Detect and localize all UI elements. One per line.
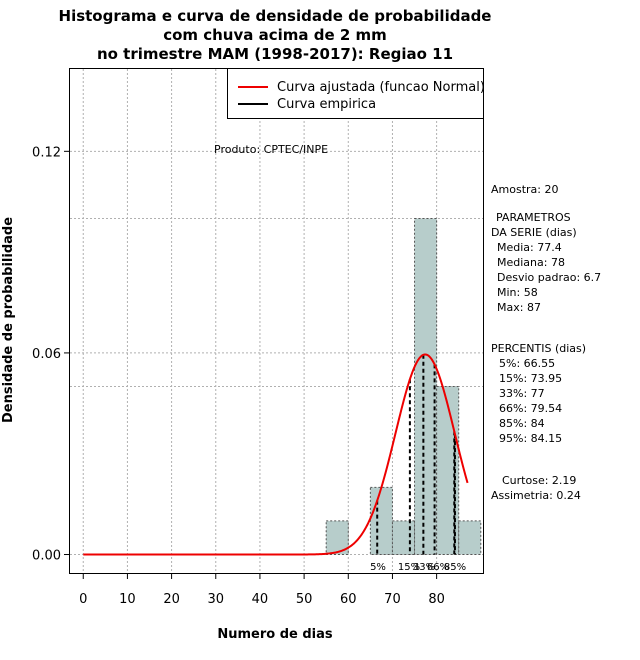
y-tick-label: 0.00 — [32, 549, 61, 564]
stat-percentis-title: PERCENTIS (dias) — [491, 342, 586, 355]
x-tick-label: 70 — [384, 592, 401, 607]
stat-mediana: Mediana: 78 — [497, 256, 565, 269]
x-axis: 0 10 20 30 40 50 60 70 80 — [79, 573, 445, 607]
chart-title-line-1: Histograma e curva de densidade de proba… — [59, 7, 492, 25]
x-tick-label: 40 — [252, 592, 269, 607]
stat-p85: 85%: 84 — [499, 417, 545, 430]
percentile-axis-label: 85% — [444, 562, 466, 573]
y-tick-label: 0.12 — [32, 145, 61, 160]
stat-min: Min: 58 — [497, 286, 538, 299]
stat-p5: 5%: 66.55 — [499, 357, 555, 370]
stat-p33: 33%: 77 — [499, 387, 545, 400]
x-tick-label: 10 — [119, 592, 136, 607]
y-axis-title: Densidade de probabilidade — [1, 217, 16, 423]
percentile-axis-label: 5% — [370, 562, 386, 573]
stat-p15: 15%: 73.95 — [499, 372, 562, 385]
x-tick-label: 0 — [79, 592, 87, 607]
histogram-chart: Histograma e curva de densidade de proba… — [0, 0, 640, 660]
stats-panel: Amostra: 20 PARAMETROS DA SERIE (dias) M… — [491, 183, 601, 502]
product-note: Produto: CPTEC/INPE — [214, 143, 328, 156]
stat-p95: 95%: 84.15 — [499, 432, 562, 445]
legend-normal-label: Curva ajustada (funcao Normal) — [277, 80, 485, 95]
histogram-bar — [415, 219, 437, 555]
percentile-axis-labels: 5% 15%33%66%85% — [370, 562, 466, 573]
x-tick-label: 30 — [207, 592, 224, 607]
histogram-bar — [370, 487, 392, 554]
stat-sample: Amostra: 20 — [491, 183, 558, 196]
legend: Curva ajustada (funcao Normal) Curva emp… — [228, 69, 485, 119]
histogram-bar — [392, 521, 414, 555]
x-tick-label: 50 — [296, 592, 313, 607]
stat-assimetria: Assimetria: 0.24 — [491, 489, 581, 502]
stat-params-title-1: PARAMETROS — [496, 211, 571, 224]
x-axis-title: Numero de dias — [217, 627, 333, 642]
x-tick-label: 20 — [163, 592, 180, 607]
histogram-bar — [459, 521, 481, 555]
stat-p66: 66%: 79.54 — [499, 402, 562, 415]
y-axis: 0.00 0.06 0.12 — [32, 145, 70, 563]
stat-desvio: Desvio padrao: 6.7 — [497, 271, 601, 284]
stat-curtose: Curtose: 2.19 — [502, 474, 576, 487]
legend-empirical-label: Curva empirica — [277, 97, 376, 112]
x-tick-label: 60 — [340, 592, 357, 607]
y-tick-label: 0.06 — [32, 347, 61, 362]
stat-max: Max: 87 — [497, 301, 541, 314]
chart-title-line-2: com chuva acima de 2 mm — [163, 26, 387, 44]
stat-params-title-2: DA SERIE (dias) — [491, 226, 577, 239]
x-tick-label: 80 — [428, 592, 445, 607]
chart-title-line-3: no trimestre MAM (1998-2017): Regiao 11 — [97, 45, 453, 63]
stat-media: Media: 77.4 — [497, 241, 562, 254]
